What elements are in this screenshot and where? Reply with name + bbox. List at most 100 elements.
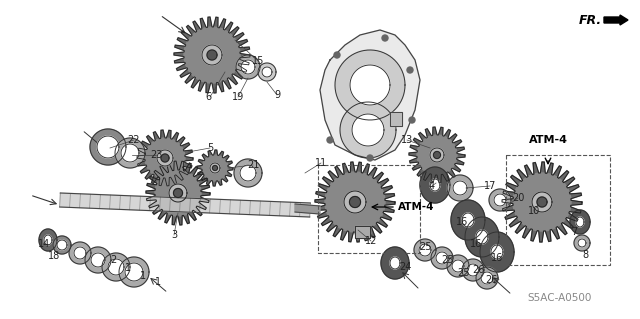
Text: 1: 1	[125, 263, 131, 273]
Polygon shape	[236, 55, 260, 79]
Text: 1: 1	[140, 271, 146, 281]
Polygon shape	[157, 150, 173, 166]
Polygon shape	[431, 247, 453, 269]
Text: 8: 8	[582, 250, 588, 260]
Polygon shape	[241, 60, 255, 74]
Circle shape	[334, 52, 340, 58]
Text: 5: 5	[207, 143, 213, 153]
Polygon shape	[173, 189, 182, 197]
Text: 9: 9	[274, 90, 280, 100]
Circle shape	[367, 155, 373, 161]
Text: 12: 12	[365, 236, 377, 246]
Polygon shape	[447, 255, 469, 277]
Text: 15: 15	[252, 56, 264, 66]
Polygon shape	[381, 247, 409, 279]
FancyArrow shape	[604, 15, 628, 25]
Polygon shape	[137, 130, 193, 186]
Text: S5AC-A0500: S5AC-A0500	[527, 293, 591, 303]
Polygon shape	[119, 257, 149, 287]
Text: 2: 2	[110, 255, 116, 265]
Polygon shape	[258, 63, 276, 81]
Text: 22: 22	[128, 135, 140, 145]
Polygon shape	[467, 264, 479, 276]
Circle shape	[407, 67, 413, 73]
Polygon shape	[419, 244, 431, 256]
Text: 25: 25	[419, 242, 431, 252]
Polygon shape	[570, 210, 590, 234]
Polygon shape	[513, 173, 571, 231]
Bar	[318, 165, 420, 253]
Polygon shape	[344, 191, 366, 213]
Text: 18: 18	[48, 251, 60, 261]
Polygon shape	[417, 135, 457, 175]
Polygon shape	[430, 148, 444, 162]
Text: 16: 16	[491, 253, 503, 263]
Polygon shape	[125, 263, 143, 281]
Circle shape	[409, 117, 415, 123]
Polygon shape	[184, 27, 240, 83]
Polygon shape	[207, 50, 217, 60]
Polygon shape	[115, 138, 145, 168]
Polygon shape	[452, 260, 464, 272]
Polygon shape	[102, 253, 130, 281]
Polygon shape	[349, 197, 360, 207]
Polygon shape	[476, 267, 498, 289]
Polygon shape	[430, 179, 440, 191]
Polygon shape	[532, 192, 552, 212]
Polygon shape	[390, 112, 402, 126]
Polygon shape	[491, 245, 503, 259]
Polygon shape	[578, 239, 586, 247]
Polygon shape	[53, 236, 71, 254]
Polygon shape	[155, 170, 201, 216]
Text: 17: 17	[484, 181, 496, 191]
Text: 24: 24	[399, 262, 411, 272]
Polygon shape	[451, 200, 485, 240]
Polygon shape	[481, 272, 493, 284]
Polygon shape	[44, 235, 52, 245]
Circle shape	[327, 137, 333, 143]
Polygon shape	[447, 175, 473, 201]
Text: 6: 6	[205, 92, 211, 102]
Polygon shape	[489, 189, 511, 211]
Text: ATM-4: ATM-4	[398, 202, 435, 212]
Polygon shape	[174, 17, 250, 93]
Polygon shape	[97, 136, 119, 158]
Polygon shape	[202, 155, 228, 181]
Polygon shape	[295, 204, 320, 214]
Polygon shape	[320, 30, 420, 160]
Polygon shape	[210, 163, 220, 173]
Text: 4: 4	[429, 181, 435, 191]
Polygon shape	[315, 162, 395, 242]
Text: 25: 25	[441, 255, 453, 265]
Text: 3: 3	[171, 230, 177, 240]
Polygon shape	[108, 259, 124, 275]
Polygon shape	[262, 67, 272, 77]
Circle shape	[382, 35, 388, 41]
Text: 21: 21	[247, 160, 259, 170]
Text: 16: 16	[470, 239, 482, 249]
Text: 25: 25	[457, 268, 469, 278]
Text: 1: 1	[155, 277, 161, 287]
Polygon shape	[39, 229, 57, 251]
Text: 26: 26	[485, 275, 497, 285]
Polygon shape	[169, 184, 187, 202]
Polygon shape	[161, 154, 169, 162]
Polygon shape	[465, 217, 499, 257]
Polygon shape	[74, 247, 86, 259]
Polygon shape	[352, 114, 384, 146]
Text: FR.: FR.	[579, 13, 602, 26]
Polygon shape	[90, 129, 126, 165]
Text: 20: 20	[512, 193, 524, 203]
Polygon shape	[350, 65, 390, 105]
Polygon shape	[57, 240, 67, 250]
Text: 23: 23	[150, 150, 162, 160]
Text: 14: 14	[38, 239, 50, 249]
Polygon shape	[409, 127, 465, 183]
Polygon shape	[436, 252, 448, 264]
Polygon shape	[574, 235, 590, 251]
Polygon shape	[355, 226, 370, 238]
Polygon shape	[462, 259, 484, 281]
Polygon shape	[420, 167, 450, 203]
Polygon shape	[240, 165, 256, 181]
Polygon shape	[202, 45, 222, 65]
